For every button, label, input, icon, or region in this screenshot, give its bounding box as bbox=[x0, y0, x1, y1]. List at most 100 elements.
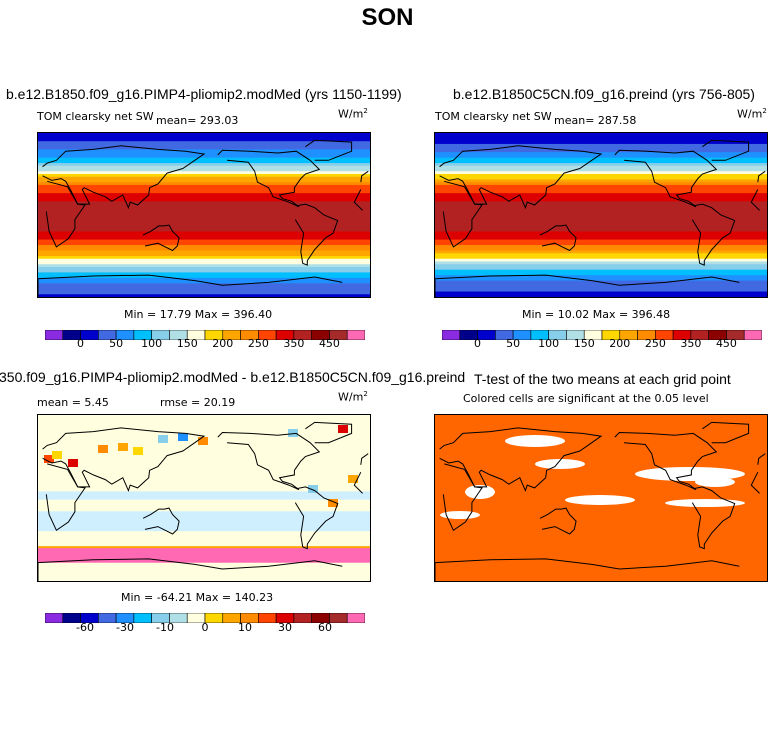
units-label-top-left: W/m2 bbox=[338, 107, 368, 121]
diff-band bbox=[38, 546, 370, 549]
zonal-band bbox=[38, 228, 370, 232]
zonal-band bbox=[435, 294, 767, 297]
zonal-band bbox=[38, 266, 370, 271]
zonal-band bbox=[435, 258, 767, 263]
colorbar-tick-label: 50 bbox=[506, 337, 521, 350]
diff-band bbox=[38, 511, 370, 532]
zonal-band bbox=[38, 250, 370, 254]
zonal-band bbox=[435, 187, 767, 191]
minmax-label-top-left: Min = 17.79 Max = 396.40 bbox=[124, 308, 273, 321]
coastline bbox=[435, 274, 740, 297]
colorbar-ticks-bottom-left: -60 -30 -10 0 10 30 60 bbox=[45, 621, 365, 635]
zonal-band bbox=[38, 209, 370, 213]
zonal-band bbox=[435, 165, 767, 170]
zonal-band bbox=[38, 171, 370, 175]
coastline bbox=[442, 463, 760, 532]
zonal-band bbox=[435, 212, 767, 216]
units-label-top-right: W/m2 bbox=[737, 107, 767, 121]
coastline bbox=[38, 558, 343, 581]
zonal-band bbox=[38, 212, 370, 216]
zonal-band bbox=[435, 204, 767, 208]
zonal-band bbox=[38, 198, 370, 202]
zonal-band bbox=[38, 291, 370, 295]
diff-patch bbox=[348, 475, 358, 483]
zonal-band bbox=[38, 184, 370, 189]
coastline bbox=[305, 139, 353, 161]
minmax-label-bottom-left: Min = -64.21 Max = 140.23 bbox=[121, 591, 274, 604]
colorbar-tick-label: 0 bbox=[474, 337, 482, 350]
diff-patch bbox=[328, 499, 338, 507]
coastline bbox=[294, 203, 339, 266]
zonal-band bbox=[435, 135, 767, 140]
mean-label-bottom-left: mean = 5.45 bbox=[37, 396, 109, 409]
colorbar-ticks-top-left: 0 50 100 150 200 250 350 450 bbox=[45, 337, 365, 351]
zonal-band bbox=[435, 225, 767, 230]
zonal-band bbox=[435, 283, 767, 287]
units-label-bottom-left: W/m2 bbox=[338, 390, 368, 404]
zonal-band bbox=[38, 286, 370, 290]
diff-patch bbox=[133, 447, 143, 455]
panel-title-top-left: b.e12.B1850.f09_g16.PIMP4-pliomip2.modMe… bbox=[6, 86, 402, 102]
zonal-band bbox=[435, 234, 767, 238]
zonal-band bbox=[435, 149, 767, 153]
zonal-band bbox=[435, 220, 767, 224]
coastline bbox=[217, 431, 321, 491]
zonal-band bbox=[38, 143, 370, 148]
map-top-right bbox=[434, 132, 768, 298]
colorbar-tick-label: 450 bbox=[715, 337, 737, 350]
coastline bbox=[614, 149, 718, 208]
zonal-band bbox=[435, 231, 767, 235]
panel-title-bottom-right: T-test of the two means at each grid poi… bbox=[474, 371, 731, 387]
colorbar-tick-label: 200 bbox=[609, 337, 631, 350]
zonal-band bbox=[435, 193, 767, 197]
zonal-band bbox=[435, 236, 767, 241]
colorbar-tick-label: -60 bbox=[76, 621, 94, 634]
zonal-band bbox=[38, 288, 370, 293]
colorbar-tick-label: 450 bbox=[318, 337, 340, 350]
insignificant-region bbox=[535, 459, 585, 469]
colorbar-tick-label: 10 bbox=[238, 621, 252, 634]
variable-label-top-right: TOM clearsky net SW bbox=[435, 110, 552, 123]
colorbar-bottom-left bbox=[44, 610, 366, 628]
diff-patch bbox=[288, 429, 298, 437]
zonal-band bbox=[435, 272, 767, 276]
insignificant-region bbox=[440, 511, 480, 519]
map-canvas-bottom-right bbox=[435, 421, 766, 581]
map-canvas-top-right bbox=[435, 133, 767, 297]
colorbar-tick-label: 30 bbox=[278, 621, 292, 634]
zonal-band bbox=[38, 234, 370, 238]
diff-patch bbox=[308, 485, 318, 493]
zonal-band bbox=[38, 258, 370, 263]
coastline bbox=[691, 486, 736, 550]
zonal-band bbox=[435, 269, 767, 273]
zonal-band bbox=[38, 176, 370, 181]
zonal-band bbox=[435, 160, 767, 164]
colorbar-tick-label: 50 bbox=[109, 337, 124, 350]
zonal-band bbox=[38, 275, 370, 279]
coastline bbox=[217, 149, 321, 208]
zonal-band bbox=[38, 154, 370, 159]
colorbar-tick-label: 150 bbox=[176, 337, 198, 350]
panel-title-bottom-left: 350.f09_g16.PIMP4-pliomip2.modMed - b.e1… bbox=[0, 369, 466, 385]
coastline bbox=[691, 203, 736, 266]
zonal-band bbox=[38, 236, 370, 241]
zonal-band bbox=[435, 286, 767, 290]
colorbar-tick-label: 100 bbox=[141, 337, 163, 350]
zonal-band bbox=[435, 174, 767, 178]
zonal-band bbox=[38, 146, 370, 150]
zonal-band bbox=[435, 157, 767, 161]
diff-patch bbox=[98, 445, 108, 453]
page-title: SON bbox=[361, 4, 414, 31]
zonal-band bbox=[435, 217, 767, 222]
colorbar-top-left bbox=[44, 327, 366, 345]
diff-patch bbox=[198, 437, 208, 445]
zonal-band bbox=[38, 272, 370, 276]
diff-patch bbox=[68, 459, 78, 467]
zonal-band bbox=[435, 201, 767, 205]
zonal-band bbox=[435, 239, 767, 243]
zonal-band bbox=[435, 198, 767, 202]
zonal-band bbox=[38, 220, 370, 224]
diff-patch bbox=[178, 433, 188, 441]
insignificant-region bbox=[695, 477, 735, 487]
zonal-band bbox=[435, 261, 767, 265]
